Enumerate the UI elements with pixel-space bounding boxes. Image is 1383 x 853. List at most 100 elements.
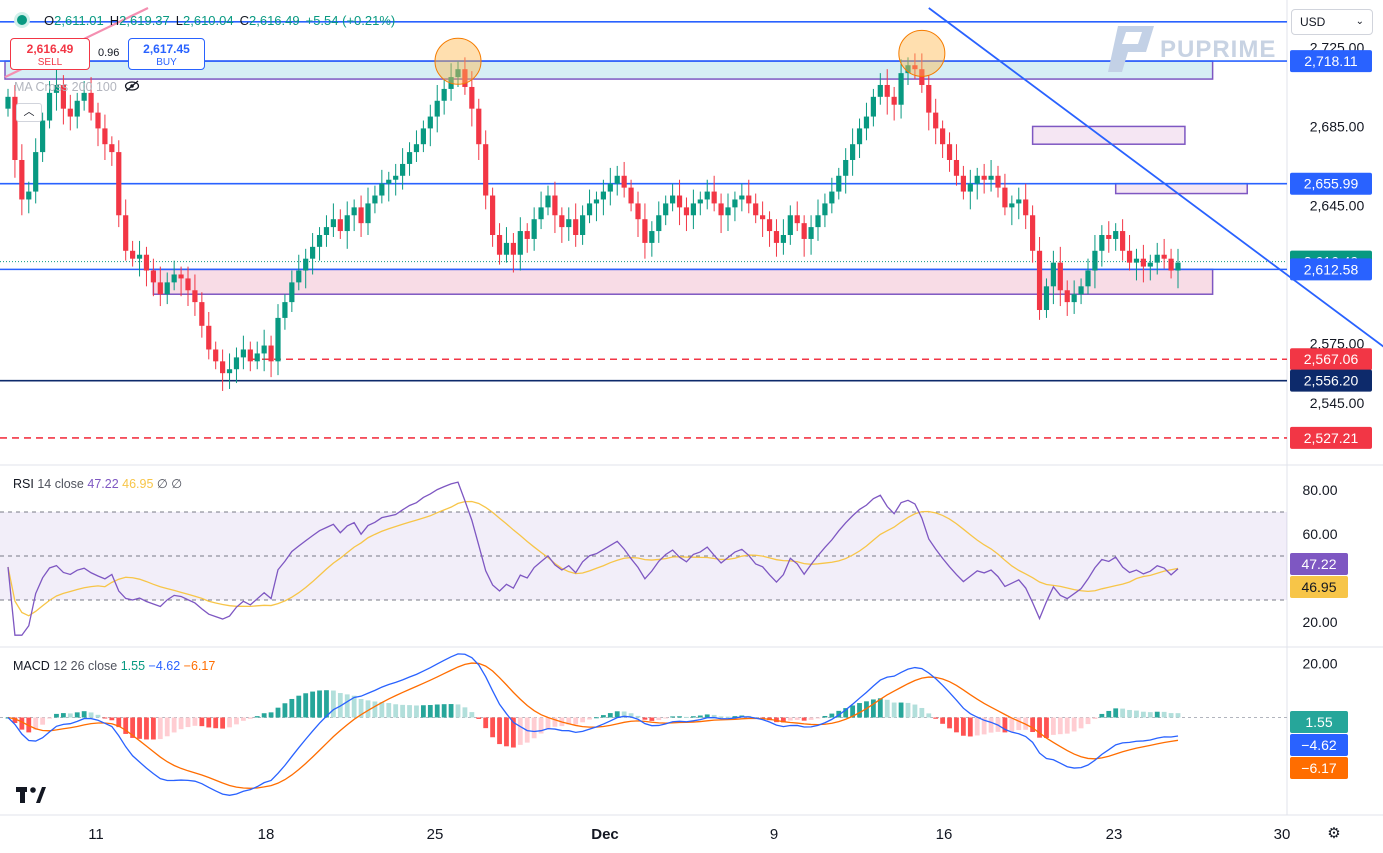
candle-body bbox=[441, 88, 447, 101]
rsi-legend[interactable]: RSI 14 close 47.22 46.95 ∅ ∅ bbox=[13, 476, 182, 491]
macd-histogram-bar bbox=[642, 717, 648, 720]
candle-body bbox=[586, 203, 593, 216]
candle-body bbox=[490, 195, 496, 235]
candle-body bbox=[130, 250, 136, 259]
candle-body bbox=[1113, 231, 1119, 239]
trendline bbox=[928, 7, 1383, 348]
macd-histogram-bar bbox=[566, 717, 572, 725]
candle-body bbox=[143, 254, 150, 271]
macd-histogram-bar bbox=[372, 701, 378, 718]
candle-body bbox=[635, 203, 641, 220]
candle-body bbox=[88, 92, 94, 113]
tradingview-logo-icon[interactable] bbox=[16, 786, 46, 809]
macd-histogram-bar bbox=[1050, 717, 1056, 735]
macd-histogram-bar bbox=[780, 717, 786, 723]
macd-histogram-bar bbox=[940, 717, 946, 724]
candle-body bbox=[766, 219, 773, 232]
eye-off-icon[interactable] bbox=[124, 80, 140, 92]
price-tag bbox=[1290, 369, 1372, 392]
macd-histogram-bar bbox=[815, 717, 821, 719]
price-tag bbox=[1290, 172, 1372, 195]
macd-legend[interactable]: MACD 12 26 close 1.55 −4.62 −6.17 bbox=[13, 659, 215, 673]
macd-histogram-bar bbox=[317, 690, 322, 718]
macd-histogram-bar bbox=[1071, 717, 1077, 732]
macd-histogram-bar bbox=[656, 717, 662, 721]
candle-body bbox=[1175, 262, 1181, 271]
macd-histogram-bar bbox=[1002, 717, 1008, 733]
time-tick-label: 18 bbox=[258, 826, 275, 843]
candle-body bbox=[199, 302, 205, 326]
candle-body bbox=[663, 203, 669, 216]
macd-histogram-bar bbox=[864, 701, 869, 718]
candle-body bbox=[593, 199, 600, 204]
sell-button[interactable]: 2,616.49 SELL bbox=[10, 38, 90, 70]
macd-histogram-bar bbox=[1085, 717, 1091, 725]
candle-body bbox=[711, 191, 717, 204]
candle-body bbox=[351, 207, 357, 216]
time-tick-label: 23 bbox=[1106, 826, 1123, 843]
currency-select[interactable]: USD ⌄ bbox=[1291, 9, 1373, 35]
macd-histogram-bar bbox=[164, 717, 170, 737]
price-tag-label: 2,567.06 bbox=[1304, 351, 1359, 367]
candle-body bbox=[1064, 290, 1070, 303]
candle-body bbox=[656, 215, 662, 232]
macd-histogram-bar bbox=[310, 691, 316, 718]
macd-histogram-bar bbox=[635, 715, 641, 718]
macd-histogram-bar bbox=[19, 717, 25, 730]
candle-body bbox=[213, 349, 219, 362]
candle-body bbox=[760, 215, 766, 220]
candle-body bbox=[614, 175, 620, 184]
candle-body bbox=[427, 116, 433, 129]
candle-body bbox=[940, 128, 946, 145]
macd-histogram-bar bbox=[261, 713, 267, 718]
macd-histogram-bar bbox=[1154, 711, 1160, 718]
candle-body bbox=[843, 159, 849, 176]
candle-body bbox=[704, 191, 710, 200]
buy-button[interactable]: 2,617.45 BUY bbox=[128, 38, 205, 70]
macd-histogram-bar bbox=[600, 715, 606, 718]
candle-body bbox=[40, 120, 46, 153]
candle-body bbox=[310, 246, 316, 259]
macd-histogram-bar bbox=[1175, 713, 1181, 718]
macd-value-tag bbox=[1290, 711, 1348, 733]
candle-body bbox=[109, 144, 115, 153]
macd-histogram-bar bbox=[614, 711, 620, 718]
macd-histogram-bar bbox=[95, 714, 101, 718]
candle-body bbox=[33, 152, 39, 192]
candle-body bbox=[981, 175, 987, 180]
macd-histogram-bar bbox=[580, 717, 586, 723]
macd-histogram-bar bbox=[199, 717, 205, 727]
macd-histogram-bar bbox=[967, 717, 973, 737]
candle-body bbox=[316, 235, 323, 247]
macd-histogram-bar bbox=[690, 716, 696, 718]
macd-histogram-bar bbox=[1134, 710, 1139, 718]
supply-demand-zone bbox=[1114, 182, 1248, 195]
time-tick-label: 11 bbox=[88, 826, 104, 843]
collapse-legend-button[interactable]: ︿ bbox=[16, 103, 42, 122]
gear-icon[interactable]: ⚙ bbox=[1327, 825, 1341, 842]
macd-histogram-bar bbox=[725, 716, 731, 718]
candle-body bbox=[413, 144, 420, 153]
macd-histogram-bar bbox=[1147, 712, 1153, 718]
macd-histogram-bar bbox=[227, 717, 232, 728]
candle-body bbox=[261, 345, 267, 354]
candle-body bbox=[552, 195, 558, 216]
candle-body bbox=[1078, 286, 1084, 295]
macd-line bbox=[7, 653, 1179, 796]
candle-body bbox=[344, 215, 350, 232]
rsi-value-tag-label: 47.22 bbox=[1301, 556, 1336, 572]
candle-body bbox=[469, 86, 475, 109]
macd-histogram-bar bbox=[663, 717, 669, 719]
candle-body bbox=[46, 92, 53, 121]
peak-highlight bbox=[434, 37, 482, 85]
macd-histogram-bar bbox=[677, 716, 682, 718]
peak-highlight bbox=[898, 29, 946, 77]
macd-histogram-bar bbox=[240, 717, 246, 721]
candle-body bbox=[1106, 235, 1112, 239]
ma-indicator-label[interactable]: MA Cross 200 100 bbox=[14, 80, 140, 94]
macd-histogram-bar bbox=[898, 702, 904, 718]
candle-body bbox=[102, 128, 108, 145]
macd-histogram-bar bbox=[137, 717, 142, 739]
candle-body bbox=[822, 203, 828, 216]
